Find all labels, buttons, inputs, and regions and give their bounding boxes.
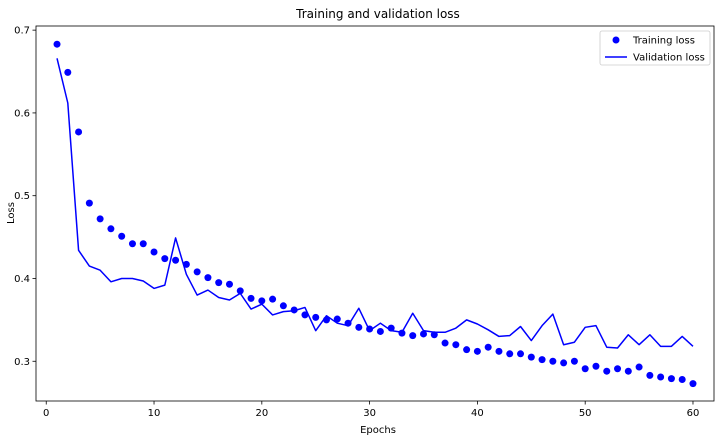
training-loss-point: [247, 294, 255, 302]
training-loss-point: [355, 323, 363, 331]
training-loss-point: [96, 215, 104, 223]
training-loss-point: [387, 324, 395, 332]
training-loss-point: [258, 297, 266, 305]
training-loss-point: [560, 359, 568, 367]
training-loss-point: [376, 327, 384, 335]
training-loss-point: [527, 353, 535, 361]
training-loss-point: [506, 350, 514, 358]
training-loss-point: [495, 347, 503, 355]
training-loss-point: [441, 339, 449, 347]
training-loss-point: [635, 363, 643, 371]
plot-area: [36, 26, 714, 401]
training-loss-point: [646, 371, 654, 379]
y-tick-label: 0.7: [14, 26, 30, 37]
legend: Training loss Validation loss: [599, 30, 711, 66]
training-loss-point: [333, 315, 341, 323]
chart-title: Training and validation loss: [295, 7, 460, 21]
training-loss-point: [614, 365, 622, 373]
training-loss-point: [161, 255, 169, 263]
training-loss-point: [312, 313, 320, 321]
training-loss-point: [225, 280, 233, 288]
x-tick-label: 50: [579, 408, 592, 419]
training-loss-point: [322, 316, 330, 324]
legend-label-training: Training loss: [632, 36, 695, 47]
training-loss-point: [657, 373, 665, 381]
training-loss-point: [624, 367, 632, 375]
training-loss-point: [452, 341, 460, 349]
training-loss-point: [193, 268, 201, 276]
training-loss-point: [128, 240, 136, 248]
training-loss-point: [215, 279, 223, 287]
x-tick-label: 20: [255, 408, 268, 419]
y-tick-label: 0.3: [14, 357, 30, 368]
training-loss-point: [678, 375, 686, 383]
training-loss-point: [118, 232, 126, 240]
legend-label-validation: Validation loss: [633, 53, 705, 64]
training-loss-point: [172, 256, 180, 264]
training-loss-point: [182, 260, 190, 268]
training-loss-point: [366, 325, 374, 333]
y-tick-label: 0.4: [14, 274, 30, 285]
x-tick-label: 0: [43, 408, 49, 419]
training-loss-point: [85, 199, 93, 207]
training-loss-point: [139, 240, 147, 248]
training-loss-point: [603, 367, 611, 375]
x-tick-label: 60: [687, 408, 700, 419]
training-loss-point: [279, 302, 287, 310]
y-tick-label: 0.6: [14, 108, 30, 119]
training-loss-point: [473, 347, 481, 355]
training-loss-point: [204, 274, 212, 282]
x-axis: 0 10 20 30 40 50 60: [43, 401, 699, 419]
y-axis-title: Loss: [6, 202, 17, 224]
y-axis: 0.3 0.4 0.5 0.6 0.7: [14, 26, 36, 368]
training-loss-point: [75, 128, 83, 136]
training-loss-point: [538, 356, 546, 364]
training-loss-point: [570, 357, 578, 365]
training-loss-point: [409, 332, 417, 340]
series-layer: [53, 40, 697, 388]
training-loss-point: [150, 248, 158, 256]
training-loss-point: [463, 346, 471, 354]
training-loss-point: [344, 319, 352, 327]
training-loss-point: [64, 68, 72, 76]
training-loss-point: [667, 375, 675, 383]
training-loss-point: [290, 306, 298, 314]
validation-loss-line: [56, 58, 694, 349]
training-loss-point: [689, 380, 697, 388]
training-loss-point: [517, 350, 525, 358]
training-loss-point: [549, 357, 557, 365]
legend-box: [599, 30, 711, 66]
training-loss-point: [398, 329, 406, 337]
training-loss-point: [236, 287, 244, 295]
training-loss-point: [430, 331, 438, 339]
training-loss-point: [581, 365, 589, 373]
training-loss-point: [301, 311, 309, 319]
training-loss-point: [484, 343, 492, 351]
training-loss-point: [53, 40, 61, 48]
y-tick-label: 0.5: [14, 191, 30, 202]
legend-marker-training: [612, 36, 620, 44]
x-tick-label: 10: [148, 408, 161, 419]
training-loss-point: [592, 362, 600, 370]
x-tick-label: 30: [363, 408, 376, 419]
x-tick-label: 40: [471, 408, 484, 419]
training-loss-point: [420, 330, 428, 338]
training-loss-point: [107, 225, 115, 233]
x-axis-title: Epochs: [360, 425, 396, 436]
plot-frame: [35, 25, 715, 402]
training-loss-point: [269, 295, 277, 303]
